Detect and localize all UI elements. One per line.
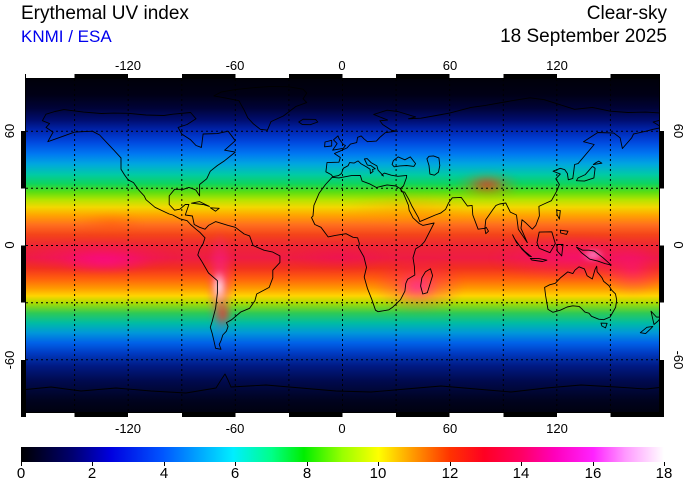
ruler-bottom — [21, 412, 664, 417]
lat-label-left--60: -60 — [2, 350, 17, 370]
lon-tick-bottom-4: 120 — [546, 421, 568, 436]
figure-title: Erythemal UV index — [21, 3, 189, 24]
coastlines — [21, 85, 664, 394]
figure-condition: Clear-sky — [586, 3, 667, 24]
graticule-grid — [21, 74, 664, 417]
lon-tick-top-4: 120 — [546, 58, 568, 73]
ruler-left — [21, 74, 26, 417]
colorbar-tick-2 — [92, 462, 93, 466]
colorbar-tick-0 — [21, 462, 22, 466]
lon-tick-top-1: -60 — [225, 58, 245, 73]
lon-tick-bottom-2: 0 — [338, 421, 346, 436]
colorbar-gradient — [21, 447, 664, 462]
lon-tick-bottom-3: 60 — [442, 421, 458, 436]
colorbar-label-16: 16 — [584, 465, 602, 482]
figure-date: 18 September 2025 — [500, 26, 667, 47]
colorbar-tick-12 — [450, 462, 451, 466]
colorbar-label-4: 4 — [159, 465, 169, 482]
ruler-right — [659, 74, 664, 417]
colorbar-tick-16 — [593, 462, 594, 466]
colorbar-label-2: 2 — [87, 465, 97, 482]
lat-label-left-60: 60 — [2, 123, 17, 139]
colorbar-label-18: 18 — [655, 465, 673, 482]
colorbar-tick-8 — [307, 462, 308, 466]
colorbar-tick-10 — [378, 462, 379, 466]
colorbar-tick-4 — [164, 462, 165, 466]
colorbar-label-10: 10 — [369, 465, 387, 482]
lon-tick-bottom-1: -60 — [225, 421, 245, 436]
world-uv-heatmap — [21, 74, 664, 417]
lat-label-right-0: 0 — [671, 241, 686, 249]
lon-tick-top-2: 0 — [338, 58, 346, 73]
lat-label-right-60: 60 — [671, 123, 686, 139]
lon-tick-top-0: -120 — [114, 58, 142, 73]
map-overlay — [21, 74, 664, 417]
colorbar-label-14: 14 — [512, 465, 530, 482]
colorbar-label-8: 8 — [302, 465, 312, 482]
figure-source: KNMI / ESA — [21, 27, 112, 46]
ruler-top — [21, 74, 664, 79]
colorbar-label-6: 6 — [230, 465, 240, 482]
colorbar-label-12: 12 — [441, 465, 459, 482]
colorbar-tick-6 — [235, 462, 236, 466]
lon-tick-top-3: 60 — [442, 58, 458, 73]
colorbar-tick-14 — [521, 462, 522, 466]
lat-label-left-0: 0 — [2, 241, 17, 249]
colorbar-label-0: 0 — [16, 465, 26, 482]
colorbar-tick-18 — [664, 462, 665, 466]
lon-tick-bottom-0: -120 — [114, 421, 142, 436]
lat-label-right--60: -60 — [671, 350, 686, 370]
